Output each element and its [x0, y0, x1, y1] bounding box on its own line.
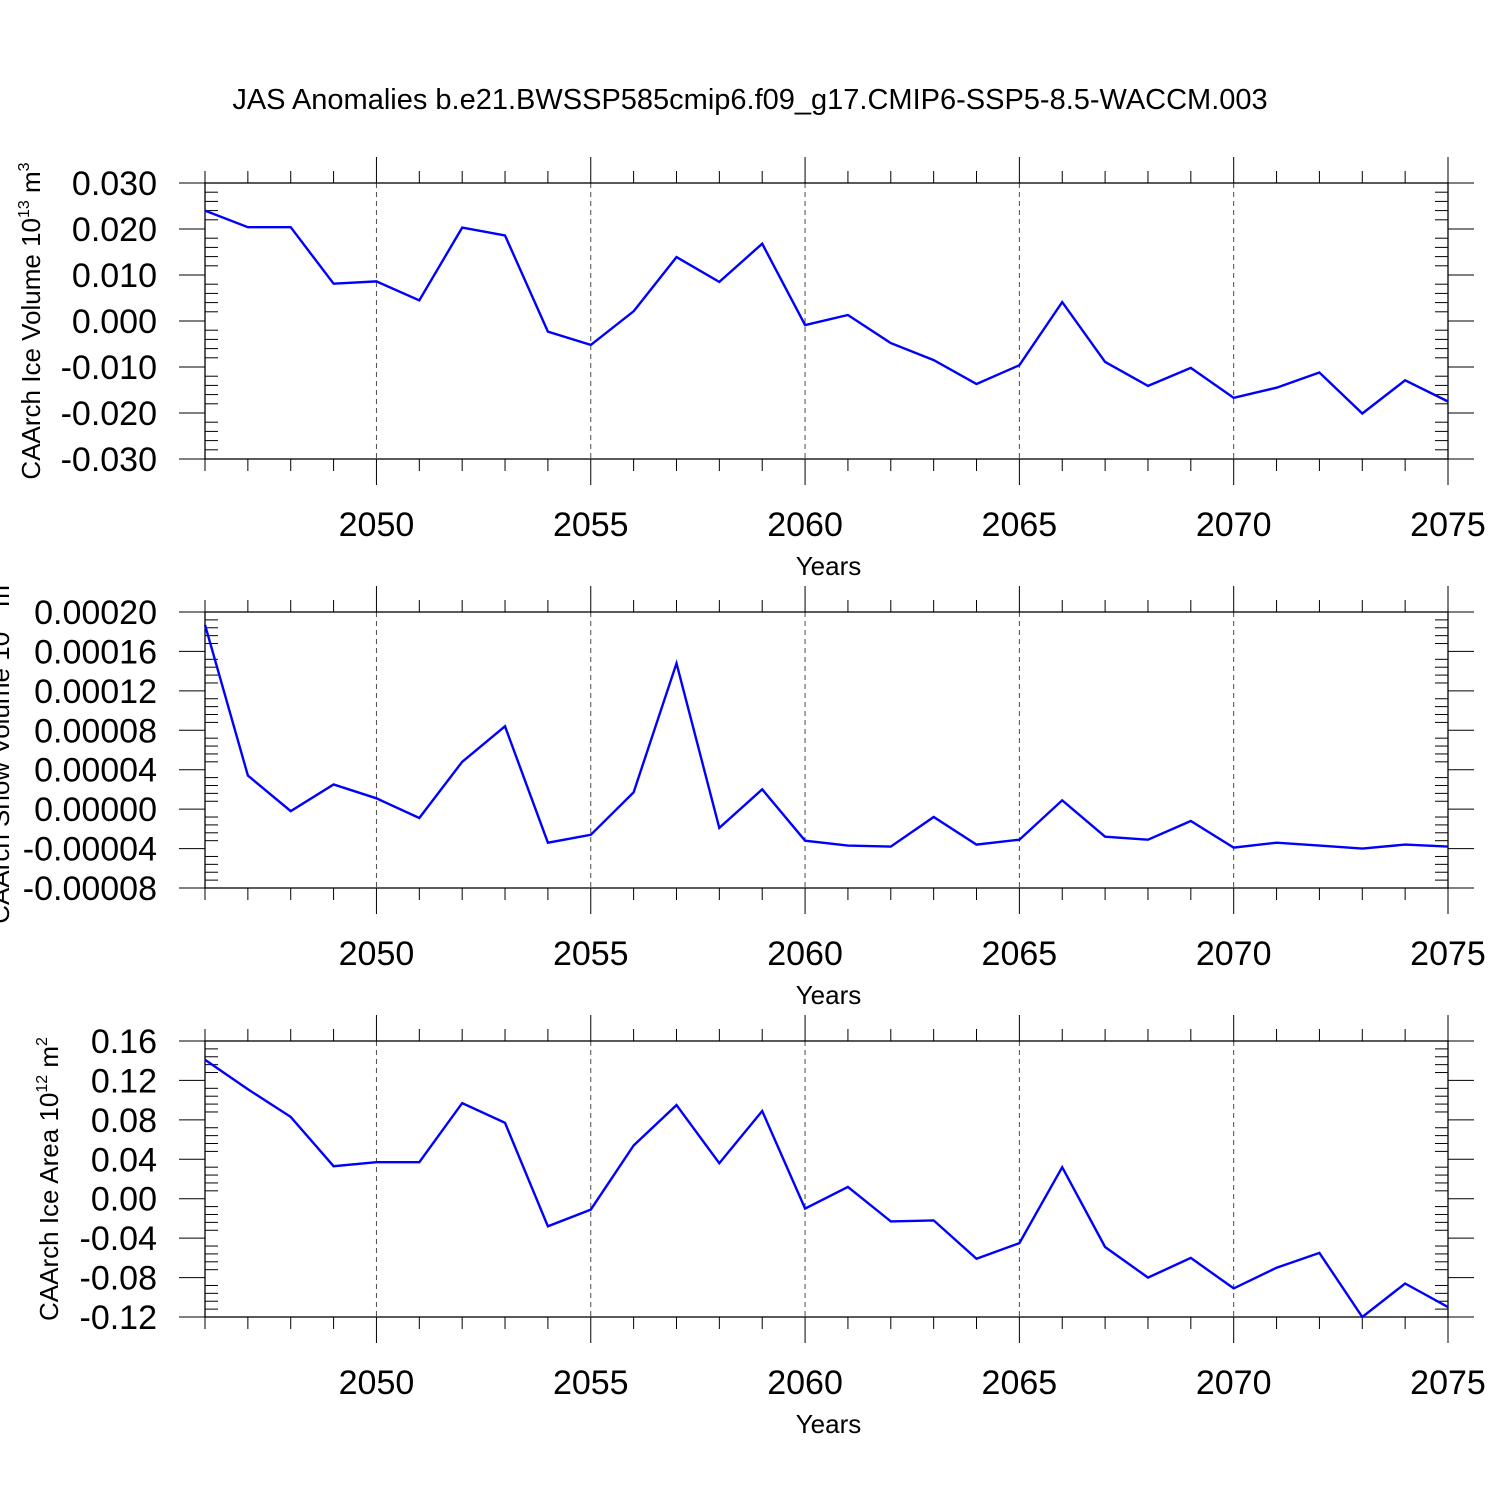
x-tick-label: 2060	[767, 506, 843, 544]
y-tick-label: 0.08	[91, 1102, 157, 1140]
y-tick-label: 0.12	[91, 1062, 157, 1100]
series-line	[204, 1058, 1449, 1319]
y-label-text: CAArch Snow Volume 10	[0, 632, 15, 924]
x-axis-label: Years	[796, 1409, 862, 1439]
x-tick-label: 2055	[553, 935, 629, 973]
y-tick-label: 0.00000	[34, 791, 157, 829]
x-tick-label: 2050	[339, 506, 415, 544]
y-tick-label: -0.00008	[23, 870, 157, 908]
y-tick-label: 0.00004	[34, 752, 157, 790]
y-tick-label: 0.00012	[34, 673, 157, 711]
y-tick-label: 0.16	[91, 1023, 157, 1061]
y-tick-label: 0.010	[72, 257, 157, 295]
x-tick-label: 2050	[339, 935, 415, 973]
x-tick-label: 2060	[767, 935, 843, 973]
x-tick-label: 2070	[1196, 506, 1272, 544]
y-tick-label: 0.00016	[34, 633, 157, 671]
y-axis-label: CAArch Snow Volume 1013 m3	[0, 576, 15, 924]
y-label-exponent: 13	[0, 614, 2, 632]
y-label-exponent: 12	[34, 1075, 51, 1093]
y-label-exponent: 13	[16, 200, 33, 218]
y-tick-label: -0.04	[80, 1220, 158, 1258]
x-tick-label: 2050	[339, 1364, 415, 1402]
y-axis-label: CAArch Ice Volume 1013 m3	[16, 162, 46, 479]
panel-2: 0.000200.000160.000120.000080.000040.000…	[0, 576, 1486, 1010]
y-axis-label: CAArch Ice Area 1012 m2	[34, 1037, 64, 1321]
x-tick-label: 2060	[767, 1364, 843, 1402]
y-tick-label: -0.010	[61, 349, 157, 387]
y-label-unit: m	[16, 171, 46, 200]
x-tick-label: 2075	[1410, 1364, 1486, 1402]
y-label-unit-exponent: 2	[34, 1037, 51, 1046]
y-label-text: CAArch Ice Volume 10	[16, 218, 46, 480]
x-tick-label: 2070	[1196, 1364, 1272, 1402]
x-tick-label: 2055	[553, 506, 629, 544]
y-tick-label: 0.030	[72, 165, 157, 203]
y-tick-label: 0.000	[72, 303, 157, 341]
plot-frame	[204, 1040, 1449, 1318]
plot-frame	[204, 611, 1449, 889]
panel-3: 0.160.120.080.040.00-0.04-0.08-0.12 2050 2…	[34, 1015, 1486, 1439]
series-line	[204, 209, 1449, 416]
y-label-unit-exponent: 3	[16, 162, 33, 171]
y-label-unit: m	[0, 585, 15, 614]
y-tick-label: 0.00020	[34, 594, 157, 632]
y-tick-label: -0.00004	[23, 831, 157, 869]
x-tick-label: 2055	[553, 1364, 629, 1402]
series-line	[203, 624, 1449, 850]
y-tick-label: -0.030	[61, 441, 157, 479]
x-tick-label: 2065	[982, 935, 1058, 973]
x-tick-label: 2065	[982, 506, 1058, 544]
x-tick-label: 2075	[1410, 506, 1486, 544]
y-tick-label: 0.04	[91, 1141, 157, 1179]
x-tick-label: 2075	[1410, 935, 1486, 973]
y-tick-label: 0.00008	[34, 712, 157, 750]
y-tick-label: 0.00	[91, 1181, 157, 1219]
y-tick-label: -0.08	[80, 1260, 158, 1298]
y-label-text: CAArch Ice Area 10	[34, 1093, 64, 1321]
x-axis-label: Years	[796, 980, 862, 1010]
chart-title: JAS Anomalies b.e21.BWSSP585cmip6.f09_g1…	[232, 84, 1267, 116]
y-tick-label: -0.020	[61, 395, 157, 433]
x-axis-label: Years	[796, 551, 862, 581]
y-tick-label: -0.12	[80, 1299, 158, 1337]
y-label-unit-exponent: 3	[0, 576, 2, 585]
x-tick-label: 2065	[982, 1364, 1058, 1402]
x-tick-label: 2070	[1196, 935, 1272, 973]
y-tick-label: 0.020	[72, 211, 157, 249]
panel-1: 0.030 0.020 0.010 0.000 -0.010 -0.020 -0.030 20…	[16, 157, 1486, 581]
y-label-unit: m	[34, 1046, 64, 1075]
